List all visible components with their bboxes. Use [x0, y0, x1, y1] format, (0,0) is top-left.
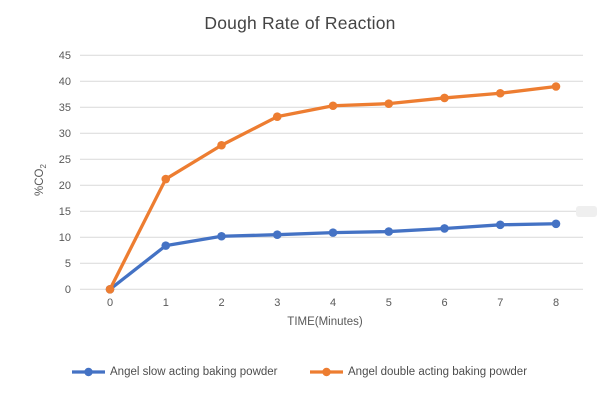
- y-tick-label: 0: [65, 284, 71, 296]
- y-axis-title-text: %CO: [33, 168, 46, 196]
- y-tick-label: 5: [65, 258, 71, 270]
- x-tick-label: 6: [441, 297, 447, 309]
- data-point-marker: [328, 101, 338, 111]
- data-point-marker: [495, 88, 505, 98]
- data-point-marker: [328, 228, 338, 237]
- data-point-marker: [217, 231, 226, 241]
- chart-title: Dough Rate of Reaction: [204, 13, 396, 33]
- data-point-marker: [551, 219, 561, 229]
- legend-item-slow: Angel slow acting baking powder: [72, 364, 278, 380]
- x-tick-label: 7: [497, 297, 503, 309]
- y-axis-title: %CO2: [34, 164, 48, 196]
- x-tick-label: 5: [386, 297, 392, 309]
- y-tick-label: 15: [59, 206, 71, 218]
- legend-item-double: Angel double acting baking powder: [310, 364, 527, 380]
- data-point-marker: [495, 220, 505, 230]
- x-tick-label: 4: [330, 297, 336, 309]
- data-point-marker: [440, 224, 449, 233]
- x-axis-title: TIME(Minutes): [287, 316, 363, 328]
- data-point-marker: [217, 140, 226, 150]
- y-tick-label: 10: [59, 232, 71, 244]
- legend-label-double: Angel double acting baking powder: [348, 366, 528, 378]
- watermark-badge: [576, 206, 597, 217]
- data-point-marker: [551, 82, 561, 91]
- data-point-marker: [272, 230, 282, 239]
- y-axis-title-subscript: 2: [39, 164, 49, 169]
- data-point-marker: [384, 99, 394, 108]
- legend-key-line-icon: [310, 367, 343, 377]
- y-tick-label: 25: [59, 154, 71, 166]
- x-tick-label: 2: [218, 297, 224, 309]
- data-point-marker: [272, 112, 282, 121]
- legend-label-slow: Angel slow acting baking powder: [110, 366, 278, 378]
- legend: Angel slow acting baking powder Angel do…: [0, 364, 600, 380]
- data-point-marker: [161, 241, 171, 250]
- y-tick-label: 20: [59, 180, 71, 192]
- x-tick-label: 8: [553, 297, 559, 309]
- y-tick-label: 45: [59, 50, 71, 62]
- x-tick-label: 3: [274, 297, 280, 309]
- y-tick-label: 40: [59, 76, 71, 88]
- data-point-marker: [384, 227, 394, 236]
- data-point-marker: [161, 174, 171, 184]
- y-tick-label: 35: [59, 102, 71, 114]
- x-tick-label: 0: [107, 297, 113, 309]
- data-point-marker: [440, 93, 449, 103]
- data-point-marker: [105, 285, 115, 294]
- legend-key-line-icon: [72, 367, 105, 377]
- x-tick-label: 1: [163, 297, 169, 309]
- series-line-1: [108, 84, 558, 291]
- y-tick-label: 30: [59, 128, 71, 140]
